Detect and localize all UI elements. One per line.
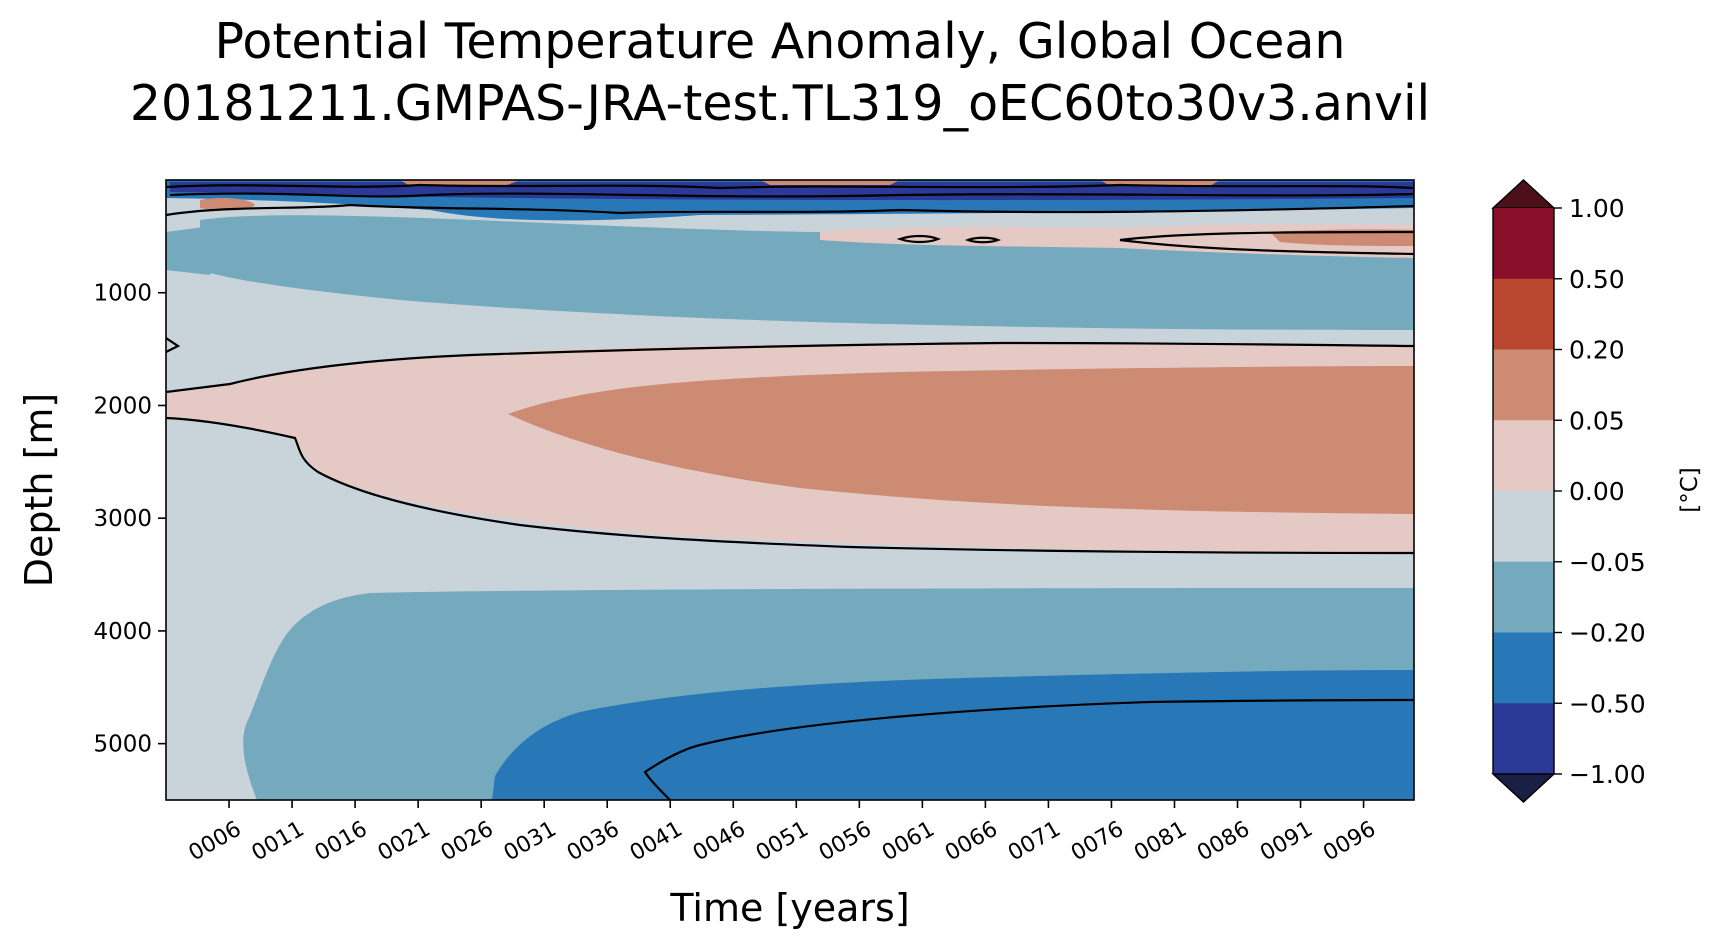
y-axis-label: Depth [m] (17, 393, 61, 588)
y-tick-label: 5000 (93, 732, 152, 758)
x-tick-label: 0021 (374, 817, 435, 867)
colorbar-tick-label: 0.05 (1569, 406, 1625, 435)
x-tick-label: 0051 (752, 817, 813, 867)
contour-lines (166, 183, 1414, 800)
y-tick-label: 2000 (93, 393, 152, 419)
contour-surface-3 (166, 183, 1414, 190)
x-tick-label: 0041 (626, 817, 687, 867)
contour-west-edge (166, 337, 181, 353)
x-tick-label: 0056 (815, 817, 876, 867)
region-surface-warm-streaks (400, 180, 1220, 186)
x-tick-label: 0091 (1256, 817, 1317, 867)
y-tick-label: 1000 (93, 281, 152, 307)
axes-frame (165, 179, 1415, 801)
colorbar-tick-label: −0.05 (1569, 548, 1646, 577)
x-tick-label: 0066 (941, 817, 1002, 867)
colorbar-tick-label: −0.20 (1569, 619, 1646, 648)
colorbar: 1.00 0.50 0.20 0.05 0.00 −0.05 −0.20 −0.50 −1.00 (1491, 179, 1646, 803)
region-upper-warming-core (1270, 229, 1414, 246)
contour-surface-1 (169, 192, 1414, 198)
x-axis-label: Time [years] (669, 886, 909, 930)
x-tick-label: 0076 (1067, 817, 1128, 867)
colorbar-tick-label: 0.00 (1569, 477, 1625, 506)
region-warm-core (508, 366, 1414, 514)
colorbar-tick-label: 0.20 (1569, 336, 1625, 365)
colorbar-band (1493, 491, 1554, 563)
colorbar-unit: [°C] (1677, 467, 1703, 513)
colorbar-extend-low (1491, 773, 1556, 803)
x-tick-label: 0036 (563, 817, 624, 867)
x-tick-label: 0081 (1130, 817, 1191, 867)
x-tick-label: 0061 (878, 817, 939, 867)
colorbar-band (1493, 349, 1554, 421)
y-tick-label: 4000 (93, 619, 152, 645)
region-intermediate-cooling-west (166, 225, 220, 275)
x-tick-label: 0016 (311, 817, 372, 867)
colorbar-tick-label: 1.00 (1569, 194, 1625, 223)
contour-upper-blobs (896, 234, 1002, 244)
colorbar-band (1493, 561, 1554, 633)
contour-zero-upper (166, 341, 1414, 394)
colorbar-band (1493, 208, 1554, 280)
contour-zero-lower (166, 416, 1414, 555)
colorbar-tick-label: −1.00 (1569, 760, 1646, 789)
x-tick-label: 0031 (500, 817, 561, 867)
y-axis: 1000 2000 3000 4000 5000 (93, 281, 166, 758)
colorbar-band (1493, 420, 1554, 492)
chart-title: Potential Temperature Anomaly, Global Oc… (214, 13, 1346, 70)
colorbar-tick-label: −0.50 (1569, 689, 1646, 718)
colorbar-band (1493, 278, 1554, 350)
contour-upper-warm (1119, 230, 1414, 256)
x-axis: 0006 0011 0016 0021 0026 0031 0036 0041 0046 0051… (185, 800, 1380, 867)
chart-subtitle: 20181211.GMPAS-JRA-test.TL319_oEC60to30v… (129, 75, 1431, 132)
plot-area (166, 180, 1414, 800)
contour-abyssal (643, 698, 1414, 800)
colorbar-tick-label: 0.50 (1569, 265, 1625, 294)
x-tick-label: 0006 (185, 817, 246, 867)
colorbar-extend-high (1491, 179, 1556, 209)
x-tick-label: 0096 (1319, 817, 1380, 867)
y-tick-label: 3000 (93, 506, 152, 532)
colorbar-band (1493, 632, 1554, 704)
region-surface-warm-patch (200, 197, 255, 211)
x-tick-label: 0071 (1004, 817, 1065, 867)
x-tick-label: 0026 (437, 817, 498, 867)
x-tick-label: 0046 (689, 817, 750, 867)
x-tick-label: 0011 (248, 817, 309, 867)
x-tick-label: 0086 (1193, 817, 1254, 867)
colorbar-band (1493, 703, 1554, 775)
contour-surface-2 (166, 203, 1414, 217)
